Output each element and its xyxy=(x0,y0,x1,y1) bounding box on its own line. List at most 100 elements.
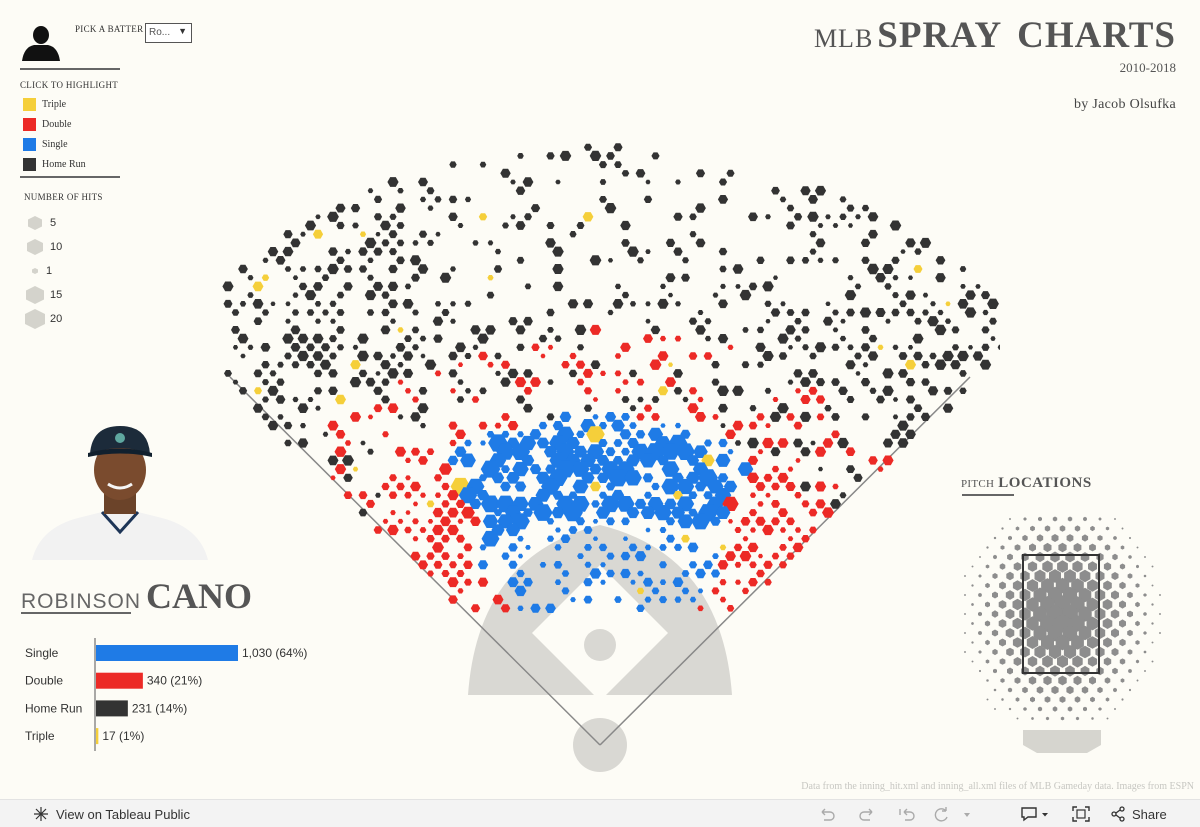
hit-marker[interactable] xyxy=(538,334,548,343)
hit-marker[interactable] xyxy=(547,379,554,385)
hit-marker[interactable] xyxy=(329,352,337,360)
hit-marker[interactable] xyxy=(358,508,368,517)
hit-marker[interactable] xyxy=(600,562,606,568)
hit-marker[interactable] xyxy=(979,359,992,370)
hit-marker[interactable] xyxy=(478,213,488,221)
hit-marker[interactable] xyxy=(552,246,564,257)
hit-marker[interactable] xyxy=(697,396,704,403)
hit-marker[interactable] xyxy=(583,595,593,604)
hit-marker[interactable] xyxy=(426,535,435,543)
hit-marker[interactable] xyxy=(649,359,662,370)
hit-marker[interactable] xyxy=(261,361,270,369)
hit-marker[interactable] xyxy=(832,257,839,264)
hit-marker[interactable] xyxy=(636,378,645,386)
hit-marker[interactable] xyxy=(786,204,795,212)
hit-marker[interactable] xyxy=(831,413,840,421)
hit-marker[interactable] xyxy=(598,491,608,499)
hit-marker[interactable] xyxy=(809,526,817,534)
hit-marker[interactable] xyxy=(487,240,494,246)
hit-marker[interactable] xyxy=(307,397,314,402)
hit-marker[interactable] xyxy=(586,426,605,443)
hit-marker[interactable] xyxy=(297,438,309,448)
hit-marker[interactable] xyxy=(583,526,593,534)
hit-marker[interactable] xyxy=(319,359,332,370)
hit-marker[interactable] xyxy=(402,368,414,378)
hit-marker[interactable] xyxy=(470,516,481,526)
hit-marker[interactable] xyxy=(589,255,602,266)
hit-marker[interactable] xyxy=(764,578,772,586)
hit-marker[interactable] xyxy=(433,474,443,482)
hit-marker[interactable] xyxy=(514,585,527,597)
hit-marker[interactable] xyxy=(599,179,607,185)
hit-marker[interactable] xyxy=(329,300,337,307)
hit-marker[interactable] xyxy=(643,334,653,343)
pitch-marker[interactable] xyxy=(1027,561,1038,572)
hit-marker[interactable] xyxy=(802,344,809,351)
hit-marker[interactable] xyxy=(389,248,397,256)
hit-marker[interactable] xyxy=(477,577,489,587)
hit-marker[interactable] xyxy=(862,362,869,368)
pitch-marker[interactable] xyxy=(1103,637,1112,648)
hit-marker[interactable] xyxy=(546,222,555,229)
hit-marker[interactable] xyxy=(450,301,456,307)
hit-marker[interactable] xyxy=(418,230,428,238)
pitch-marker[interactable] xyxy=(1151,622,1154,625)
hit-marker[interactable] xyxy=(725,429,736,439)
undo-icon[interactable] xyxy=(818,806,836,822)
hit-marker[interactable] xyxy=(397,518,404,524)
hit-marker[interactable] xyxy=(737,462,754,476)
hit-marker[interactable] xyxy=(327,420,339,431)
hit-marker[interactable] xyxy=(944,318,952,324)
hit-marker[interactable] xyxy=(734,440,742,446)
hit-marker[interactable] xyxy=(262,379,269,386)
hit-marker[interactable] xyxy=(814,446,827,457)
hit-marker[interactable] xyxy=(359,231,367,237)
batter-select[interactable]: Ro... ▼ xyxy=(145,23,192,43)
hit-marker[interactable] xyxy=(582,368,594,378)
hit-marker[interactable] xyxy=(576,344,585,351)
pitch-marker[interactable] xyxy=(1089,543,1096,552)
hit-marker[interactable] xyxy=(433,334,443,343)
hit-marker[interactable] xyxy=(904,359,917,370)
hit-marker[interactable] xyxy=(598,439,608,447)
hit-marker[interactable] xyxy=(312,351,324,361)
hit-marker[interactable] xyxy=(418,177,428,187)
hit-marker[interactable] xyxy=(290,238,301,248)
hit-marker[interactable] xyxy=(777,438,789,448)
hit-marker[interactable] xyxy=(387,403,399,413)
hit-marker[interactable] xyxy=(365,377,376,387)
hit-marker[interactable] xyxy=(469,498,482,509)
hit-marker[interactable] xyxy=(898,352,908,360)
pitch-marker[interactable] xyxy=(1087,656,1098,667)
pitch-marker[interactable] xyxy=(1086,597,1099,612)
hit-marker[interactable] xyxy=(711,587,720,595)
hit-marker[interactable] xyxy=(643,195,653,203)
pitch-marker[interactable] xyxy=(985,601,990,608)
pitch-marker[interactable] xyxy=(1121,527,1124,530)
hit-marker[interactable] xyxy=(733,543,743,552)
hit-marker[interactable] xyxy=(456,396,465,403)
hit-marker[interactable] xyxy=(634,498,647,509)
hit-marker[interactable] xyxy=(463,560,473,569)
hit-marker[interactable] xyxy=(837,437,849,449)
hit-marker[interactable] xyxy=(665,238,676,247)
hit-marker[interactable] xyxy=(755,482,766,491)
hit-marker[interactable] xyxy=(434,196,442,203)
hit-marker[interactable] xyxy=(404,388,412,394)
hit-marker[interactable] xyxy=(574,324,587,335)
hit-marker[interactable] xyxy=(905,290,916,300)
pitch-marker[interactable] xyxy=(1036,686,1044,694)
hit-marker[interactable] xyxy=(927,316,939,327)
hit-marker[interactable] xyxy=(765,492,771,498)
hit-marker[interactable] xyxy=(965,290,976,300)
hit-marker[interactable] xyxy=(654,505,672,521)
hit-marker[interactable] xyxy=(600,579,606,585)
hit-marker[interactable] xyxy=(481,530,500,547)
pitch-marker[interactable] xyxy=(1106,717,1109,720)
hit-marker[interactable] xyxy=(777,472,789,483)
hit-marker[interactable] xyxy=(598,422,608,430)
hit-marker[interactable] xyxy=(756,256,765,264)
hit-marker[interactable] xyxy=(651,482,660,491)
pitch-marker[interactable] xyxy=(986,698,989,701)
hit-marker[interactable] xyxy=(315,318,321,324)
